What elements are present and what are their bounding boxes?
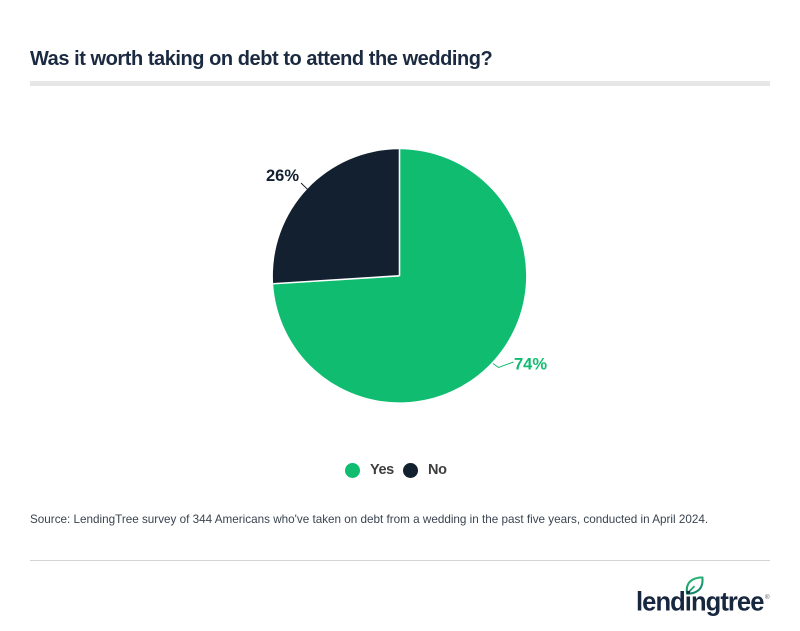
svg-text:26%: 26% (266, 167, 299, 185)
svg-text:74%: 74% (514, 356, 547, 374)
svg-text:lendingtree: lendingtree (636, 587, 764, 617)
svg-text:®: ® (765, 593, 770, 601)
